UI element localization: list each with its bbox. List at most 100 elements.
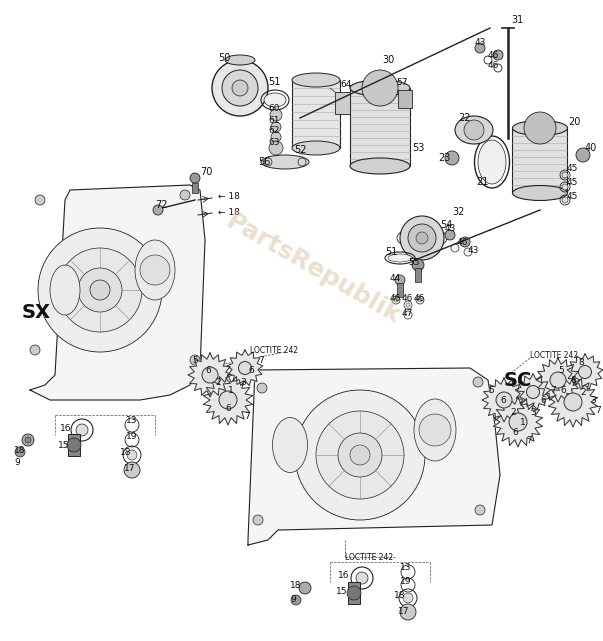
Circle shape (124, 462, 140, 478)
Text: 7: 7 (258, 356, 264, 365)
Text: 46: 46 (414, 294, 425, 303)
Circle shape (562, 197, 568, 203)
Ellipse shape (261, 155, 309, 169)
Text: 6: 6 (225, 403, 231, 413)
Circle shape (140, 255, 170, 285)
Text: 44: 44 (390, 274, 401, 283)
Circle shape (219, 391, 237, 409)
Bar (192, 183, 198, 193)
Text: 62: 62 (268, 126, 279, 135)
Ellipse shape (388, 254, 412, 262)
Text: 57: 57 (396, 78, 408, 87)
Polygon shape (227, 350, 263, 385)
Bar (335, 92, 350, 114)
Text: 18: 18 (290, 581, 302, 590)
Text: 40: 40 (585, 143, 597, 153)
Circle shape (232, 80, 248, 96)
Polygon shape (482, 378, 526, 422)
Circle shape (496, 392, 512, 408)
Text: 70: 70 (200, 167, 212, 177)
Text: 19: 19 (126, 431, 137, 440)
Circle shape (347, 586, 361, 600)
Ellipse shape (135, 240, 175, 300)
Text: 15: 15 (336, 588, 347, 597)
Text: LOCTITE 242: LOCTITE 242 (530, 351, 578, 360)
Polygon shape (515, 374, 551, 410)
Circle shape (509, 413, 527, 431)
Circle shape (190, 173, 200, 183)
Text: 1: 1 (520, 417, 526, 426)
Text: 7: 7 (550, 385, 556, 394)
Circle shape (524, 112, 556, 144)
Text: 2: 2 (510, 408, 516, 417)
Text: 46: 46 (488, 51, 499, 60)
Circle shape (412, 259, 424, 271)
Bar (68, 434, 80, 456)
Text: 5: 5 (558, 365, 564, 374)
Polygon shape (548, 377, 598, 427)
Text: LOCTITE 242: LOCTITE 242 (250, 345, 298, 354)
Polygon shape (30, 185, 205, 400)
Circle shape (271, 132, 281, 142)
Ellipse shape (273, 417, 308, 472)
Text: SC: SC (504, 370, 532, 390)
Circle shape (493, 50, 503, 60)
Circle shape (253, 515, 263, 525)
Ellipse shape (513, 121, 567, 135)
Circle shape (58, 248, 142, 332)
Circle shape (127, 450, 137, 460)
Text: 22: 22 (458, 113, 470, 123)
Bar (348, 582, 360, 604)
Text: 2: 2 (580, 388, 586, 397)
Circle shape (526, 385, 540, 399)
Circle shape (445, 151, 459, 165)
Text: PartsRepublik: PartsRepublik (222, 210, 405, 329)
Text: 43: 43 (445, 224, 456, 233)
Text: 43: 43 (468, 246, 479, 254)
Polygon shape (567, 354, 603, 390)
Text: 64: 64 (340, 79, 352, 88)
Text: 13: 13 (126, 415, 137, 424)
Text: 21: 21 (476, 177, 488, 187)
Circle shape (38, 228, 162, 352)
Text: ← 18: ← 18 (218, 192, 240, 201)
Text: 45: 45 (567, 163, 578, 172)
Circle shape (419, 414, 451, 446)
Ellipse shape (414, 399, 456, 461)
Text: 18: 18 (120, 447, 131, 456)
Text: 45: 45 (567, 192, 578, 201)
Text: 19: 19 (400, 578, 411, 587)
Text: 17: 17 (398, 608, 409, 617)
Circle shape (269, 141, 283, 155)
Text: 46: 46 (457, 238, 469, 247)
Circle shape (406, 303, 410, 307)
Circle shape (222, 70, 258, 106)
Text: 50: 50 (218, 53, 230, 63)
Text: 6: 6 (540, 395, 546, 404)
Text: 60: 60 (268, 103, 280, 113)
Text: 7: 7 (595, 406, 601, 415)
Text: SX: SX (22, 303, 51, 322)
Circle shape (550, 372, 566, 388)
Circle shape (15, 447, 25, 457)
Circle shape (564, 393, 582, 411)
Circle shape (473, 377, 483, 387)
Text: 46: 46 (390, 294, 402, 303)
Circle shape (78, 268, 122, 312)
Text: 7: 7 (244, 412, 250, 420)
Text: LOCTITE 242: LOCTITE 242 (345, 553, 393, 562)
Text: 31: 31 (511, 15, 523, 25)
Text: 2: 2 (215, 378, 221, 387)
Circle shape (271, 122, 281, 132)
Circle shape (153, 205, 163, 215)
Circle shape (445, 230, 455, 240)
Text: 6: 6 (500, 395, 506, 404)
Ellipse shape (350, 80, 410, 96)
Circle shape (562, 172, 568, 178)
Circle shape (190, 355, 200, 365)
Text: 5: 5 (488, 385, 494, 394)
Ellipse shape (225, 55, 255, 65)
Circle shape (338, 433, 382, 477)
Ellipse shape (350, 158, 410, 174)
Circle shape (295, 390, 425, 520)
